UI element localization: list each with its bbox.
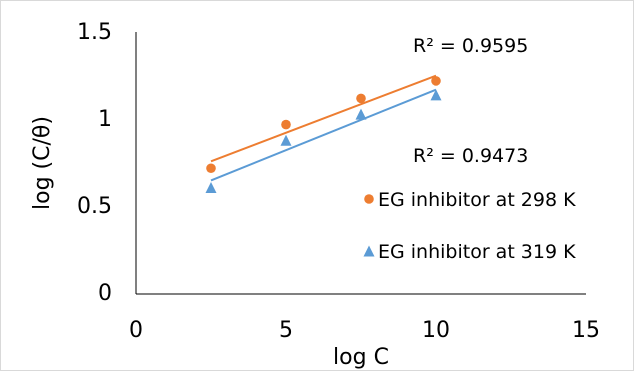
- r2-label-series-1: R² = 0.9595: [413, 35, 528, 57]
- trendlines: [210, 74, 437, 182]
- series-points: [205, 76, 442, 193]
- y-tick-label-2: 1: [98, 107, 112, 132]
- legend-symbol-298k: [364, 194, 374, 204]
- x-tick-label-3: 15: [572, 318, 600, 343]
- data-point-series-2-3: [355, 108, 367, 120]
- legend-symbol-319k: [363, 245, 375, 257]
- data-point-series-1-4: [431, 76, 441, 86]
- r2-label-series-2: R² = 0.9473: [413, 145, 528, 167]
- data-point-series-2-1: [205, 181, 217, 193]
- x-tick-label-2: 10: [422, 318, 450, 343]
- x-tick-label-1: 5: [279, 318, 293, 343]
- legend-marker-319k: [363, 245, 375, 257]
- y-tick-labels: 0 0.5 1 1.5: [77, 20, 112, 306]
- y-tick-label-0: 0: [98, 281, 112, 306]
- x-tick-labels: 0 5 10 15: [129, 318, 600, 343]
- trendline-series-2: [210, 88, 437, 182]
- y-tick-label-3: 1.5: [77, 20, 112, 45]
- legend: EG inhibitor at 298 K EG inhibitor at 31…: [363, 189, 576, 263]
- trendline-series-1: [210, 74, 437, 163]
- data-point-series-1-3: [356, 93, 366, 104]
- legend-label-319k: EG inhibitor at 319 K: [378, 241, 576, 263]
- legend-marker-298k: [364, 194, 374, 204]
- data-point-series-2-4: [430, 89, 442, 101]
- data-point-series-1-1: [206, 163, 216, 174]
- legend-item-298k: EG inhibitor at 298 K: [364, 189, 576, 211]
- legend-item-319k: EG inhibitor at 319 K: [363, 241, 576, 263]
- legend-label-298k: EG inhibitor at 298 K: [378, 189, 576, 211]
- y-tick-label-1: 0.5: [77, 194, 112, 219]
- y-axis-title: log (C/θ): [30, 116, 55, 210]
- x-tick-label-0: 0: [129, 318, 143, 343]
- x-axis-title: log C: [333, 345, 389, 370]
- data-point-series-1-2: [281, 119, 291, 130]
- data-point-series-2-2: [280, 134, 292, 146]
